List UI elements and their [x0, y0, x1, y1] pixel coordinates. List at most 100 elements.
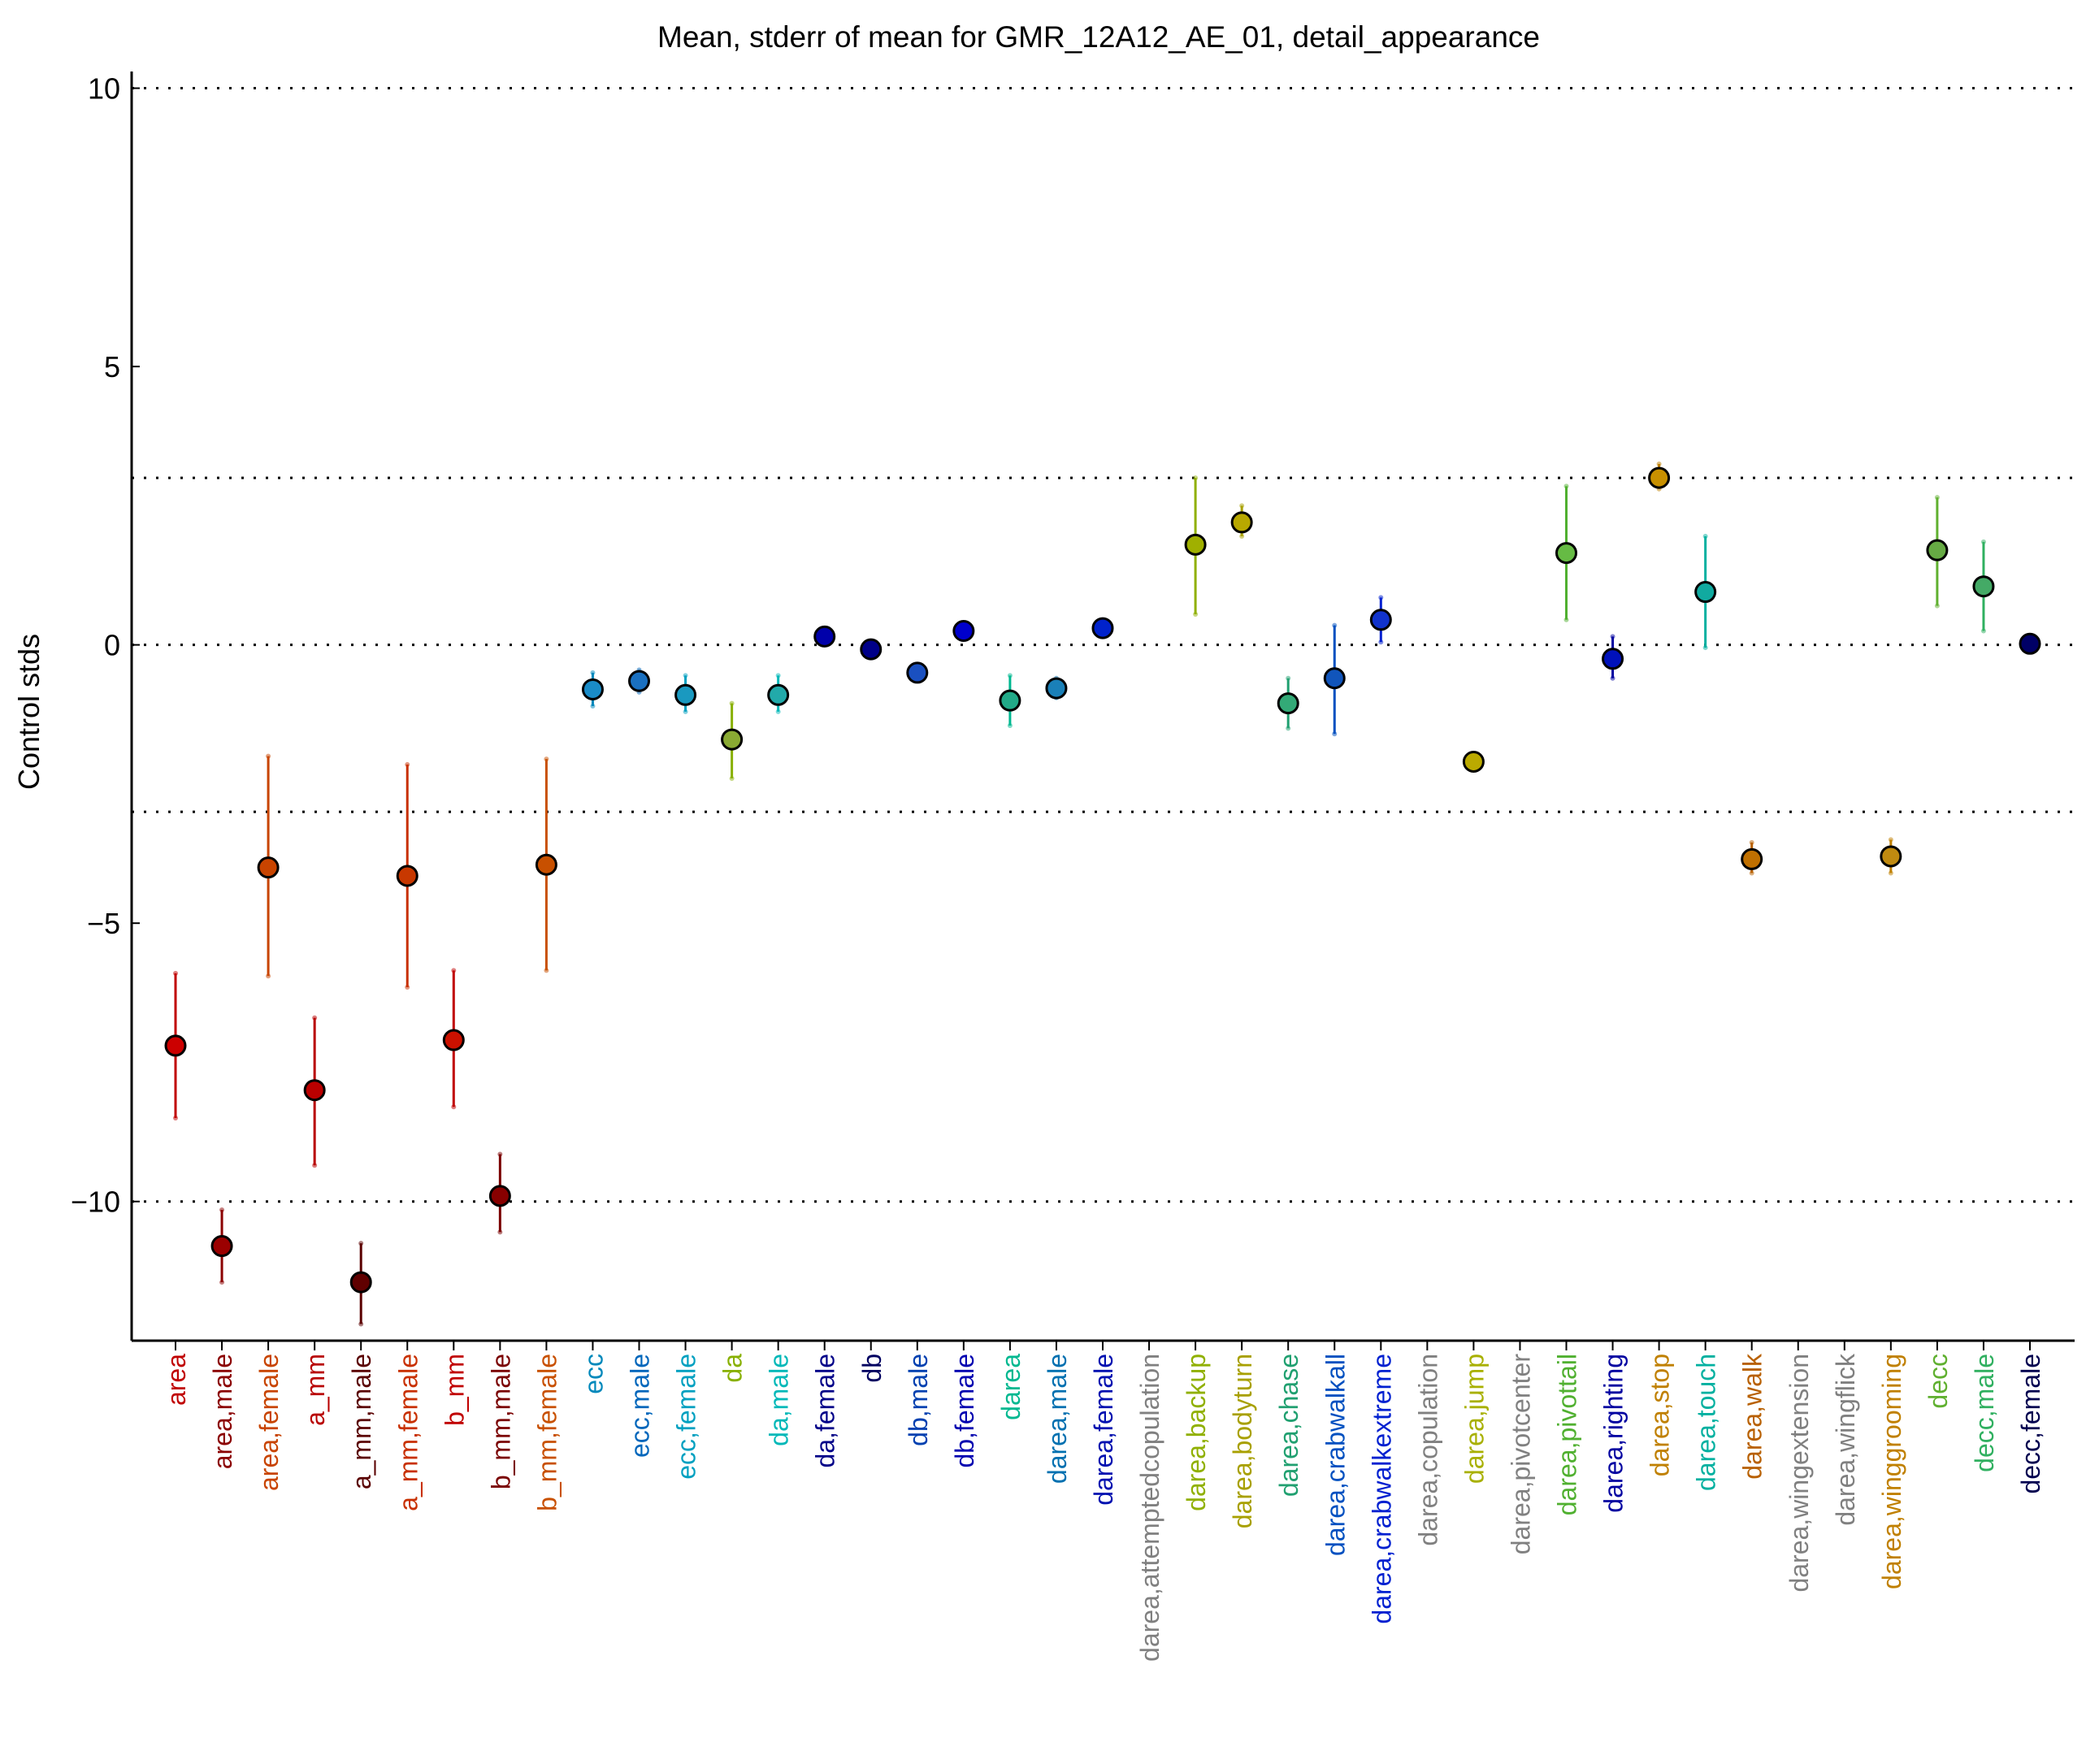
error-bars	[173, 461, 2032, 1327]
x-tick-label: db,female	[950, 1354, 979, 1468]
error-cap	[1563, 617, 1569, 622]
mean-marker	[1880, 845, 1902, 868]
mean-marker	[2019, 632, 2041, 655]
error-cap	[1934, 603, 1940, 609]
error-cap	[1332, 731, 1338, 737]
error-cap	[358, 1241, 364, 1246]
x-tick-label: b_mm	[440, 1354, 469, 1426]
mean-marker	[1555, 542, 1577, 565]
error-cap	[219, 1280, 225, 1285]
x-tick-label: darea,copulation	[1413, 1354, 1442, 1546]
x-tick-label: area,female	[254, 1354, 284, 1491]
error-cap	[683, 709, 688, 714]
mean-marker	[1926, 539, 1949, 561]
error-cap	[1749, 839, 1754, 845]
error-cap	[1934, 495, 1940, 501]
mean-marker	[1648, 466, 1671, 489]
x-tick-label: darea,crabwalkall	[1321, 1354, 1350, 1556]
error-cap	[1610, 634, 1615, 639]
mean-marker	[164, 1034, 187, 1057]
error-cap	[1563, 483, 1569, 489]
mean-marker	[674, 683, 697, 706]
error-cap	[405, 984, 410, 990]
mean-marker	[257, 856, 280, 879]
error-cap	[544, 756, 549, 762]
error-cap	[1702, 534, 1708, 540]
mean-marker	[442, 1029, 465, 1051]
x-tick-label: decc,female	[2016, 1354, 2045, 1494]
error-cap	[590, 704, 596, 709]
mean-marker	[1277, 692, 1299, 715]
x-tick-label: darea	[996, 1354, 1026, 1420]
error-cap	[1749, 870, 1754, 876]
error-cap	[775, 709, 781, 714]
x-tick-label: db	[857, 1354, 887, 1383]
y-tick-label: 0	[104, 629, 120, 662]
error-cap	[312, 1015, 318, 1021]
error-cap	[497, 1229, 503, 1235]
mean-marker	[952, 620, 975, 643]
x-tick-label: ecc,male	[626, 1354, 655, 1458]
x-tick-label: darea,attemptedcopulation	[1135, 1354, 1164, 1662]
reference-lines	[132, 87, 2075, 1203]
x-tick-label: area	[162, 1354, 191, 1406]
error-cap	[312, 1163, 318, 1168]
error-cap	[1888, 870, 1893, 876]
x-tick-label: da,male	[765, 1354, 794, 1446]
mean-marker	[1045, 677, 1068, 700]
mean-marker	[210, 1235, 233, 1258]
error-cap	[1610, 675, 1615, 681]
y-tick-label: 10	[88, 72, 120, 106]
x-tick-label: darea,male	[1043, 1354, 1072, 1484]
mean-marker	[1323, 667, 1346, 690]
axes	[130, 72, 2075, 1342]
error-cap	[1332, 622, 1338, 628]
x-tick-label: b_mm,male	[486, 1354, 515, 1489]
y-tick-label: 5	[104, 350, 120, 384]
x-tick-label: darea,chase	[1274, 1354, 1303, 1497]
mean-marker	[999, 689, 1021, 712]
x-tick-label: darea,winggrooming	[1877, 1354, 1906, 1589]
error-cap	[1239, 534, 1245, 540]
mean-marker	[1369, 609, 1392, 631]
x-tick-label: a_mm	[301, 1354, 330, 1426]
x-tick-label: darea,walk	[1738, 1353, 1767, 1480]
x-tick-label: da	[718, 1354, 748, 1383]
x-tick-label: darea,backup	[1182, 1354, 1211, 1511]
y-axis-label: Control stds	[12, 634, 46, 790]
error-cap	[173, 1115, 178, 1120]
mean-marker	[535, 853, 557, 876]
mean-marker	[1462, 751, 1485, 774]
mean-marker	[1972, 575, 1995, 598]
mean-marker	[628, 670, 650, 692]
error-cap	[451, 968, 457, 973]
mean-marker	[813, 625, 836, 648]
x-tick-label: ecc,female	[672, 1354, 701, 1480]
x-tick-label: darea,wingflick	[1831, 1353, 1860, 1526]
error-cap	[219, 1207, 225, 1213]
error-cap	[1239, 503, 1245, 509]
error-cap	[1193, 475, 1199, 481]
mean-marker	[1230, 511, 1253, 534]
error-cap	[266, 973, 271, 979]
error-cap	[173, 970, 178, 976]
error-cap	[775, 673, 781, 678]
error-cap	[1193, 611, 1199, 617]
mean-marker	[1184, 533, 1207, 556]
error-cap	[1980, 628, 1986, 634]
error-cap	[1007, 673, 1013, 678]
error-cap	[451, 1104, 457, 1110]
error-cap	[405, 761, 410, 767]
error-cap	[1656, 461, 1662, 466]
x-tick-label: a_mm,male	[347, 1354, 376, 1489]
mean-marker	[1091, 617, 1114, 639]
markers	[164, 466, 2041, 1294]
x-tick-label: da,female	[811, 1354, 840, 1468]
error-cap	[1378, 639, 1384, 645]
x-tick-label: darea,crabwalkextreme	[1367, 1354, 1396, 1624]
mean-marker	[860, 638, 883, 661]
mean-marker	[1694, 581, 1717, 604]
mean-marker	[767, 683, 790, 706]
error-cap	[1286, 726, 1291, 731]
